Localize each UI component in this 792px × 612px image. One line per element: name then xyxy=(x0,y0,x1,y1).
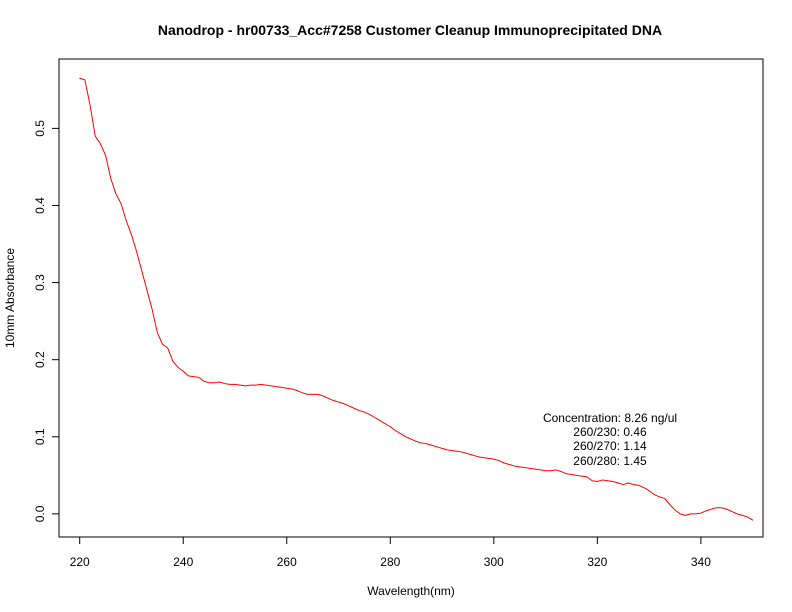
ratio-260-230-annotation: 260/230: 0.46 xyxy=(573,425,647,439)
x-axis: 220 240 260 280 300 320 340 xyxy=(70,536,711,569)
absorbance-series-line xyxy=(79,77,754,521)
y-tick-label: 0.0 xyxy=(33,505,47,522)
x-tick-label: 260 xyxy=(277,555,297,569)
series-layer xyxy=(79,77,754,521)
x-axis-label: Wavelength(nm) xyxy=(367,584,455,598)
x-tick-label: 340 xyxy=(691,555,711,569)
y-tick-label: 0.4 xyxy=(33,197,47,214)
chart-title: Nanodrop - hr00733_Acc#7258 Customer Cle… xyxy=(158,22,662,38)
stats-annotation: Concentration: 8.26 ng/ul 260/230: 0.46 … xyxy=(543,411,677,468)
y-axis-label: 10mm Absorbance xyxy=(3,248,17,348)
concentration-annotation: Concentration: 8.26 ng/ul xyxy=(543,411,677,425)
x-tick-label: 220 xyxy=(70,555,90,569)
y-tick-label: 0.3 xyxy=(33,274,47,291)
x-tick-label: 240 xyxy=(173,555,193,569)
x-tick-label: 280 xyxy=(380,555,400,569)
y-tick-label: 0.2 xyxy=(33,351,47,368)
x-tick-label: 320 xyxy=(587,555,607,569)
ratio-260-280-annotation: 260/280: 1.45 xyxy=(573,454,647,468)
y-tick-label: 0.5 xyxy=(33,120,47,137)
y-axis: 0.0 0.1 0.2 0.3 0.4 0.5 xyxy=(33,120,60,522)
ratio-260-270-annotation: 260/270: 1.14 xyxy=(573,439,647,453)
y-tick-label: 0.1 xyxy=(33,428,47,445)
x-tick-label: 300 xyxy=(484,555,504,569)
